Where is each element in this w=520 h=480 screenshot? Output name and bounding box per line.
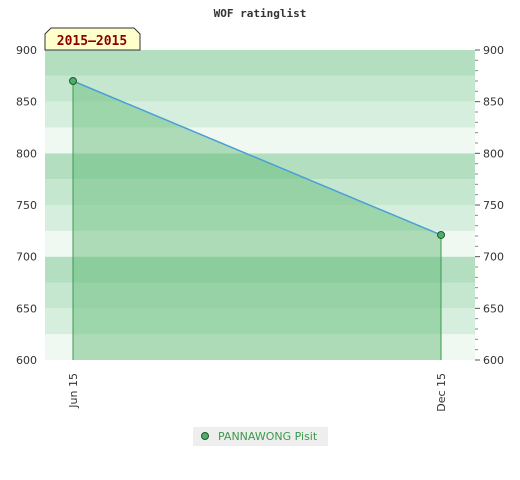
y-tick-label-right: 650 xyxy=(483,302,504,315)
data-point xyxy=(437,230,445,239)
band xyxy=(45,179,475,205)
band xyxy=(45,101,475,128)
y-tick-label-right: 900 xyxy=(483,44,504,57)
band xyxy=(45,75,475,102)
legend-marker xyxy=(201,432,209,440)
x-tick-label: Jun 15 xyxy=(67,373,80,409)
axis-ticks: 600 600 650 650 700 700 750 750 800 800 850 850 900 9… xyxy=(16,44,504,412)
y-tick-label-right: 800 xyxy=(483,147,504,160)
band xyxy=(45,205,475,231)
series-area xyxy=(73,81,441,360)
y-tick-label-left: 700 xyxy=(16,251,37,264)
y-tick-label-right: 600 xyxy=(483,354,504,367)
band xyxy=(45,50,475,76)
chart-title: WOF ratinglist xyxy=(214,7,307,20)
period-badge: 2015–2015 xyxy=(44,27,141,51)
band xyxy=(45,127,475,154)
background-bands xyxy=(45,50,475,360)
x-tick-label: Dec 15 xyxy=(435,373,448,412)
y-tick-label-right: 700 xyxy=(483,251,504,264)
legend[interactable]: PANNAWONG Pisit xyxy=(193,427,328,446)
y-tick-label-left: 850 xyxy=(16,96,37,109)
plot-area xyxy=(69,77,445,360)
y-tick-label-left: 800 xyxy=(16,147,37,160)
band xyxy=(45,256,475,283)
legend-series-label: PANNAWONG Pisit xyxy=(218,430,318,443)
y-tick-label-right: 850 xyxy=(483,96,504,109)
y-tick-label-left: 750 xyxy=(16,199,37,212)
period-badge-label: 2015–2015 xyxy=(57,34,127,49)
band xyxy=(45,153,475,180)
band xyxy=(45,230,475,257)
legend-box xyxy=(193,427,328,446)
band xyxy=(45,282,475,309)
band xyxy=(45,308,475,335)
y-tick-label-right: 750 xyxy=(483,199,504,212)
series-line xyxy=(72,80,442,236)
y-tick-label-left: 650 xyxy=(16,302,37,315)
y-tick-label-left: 600 xyxy=(16,354,37,367)
y-tick-label-left: 900 xyxy=(16,44,37,57)
data-point xyxy=(69,77,77,85)
band xyxy=(45,334,475,360)
